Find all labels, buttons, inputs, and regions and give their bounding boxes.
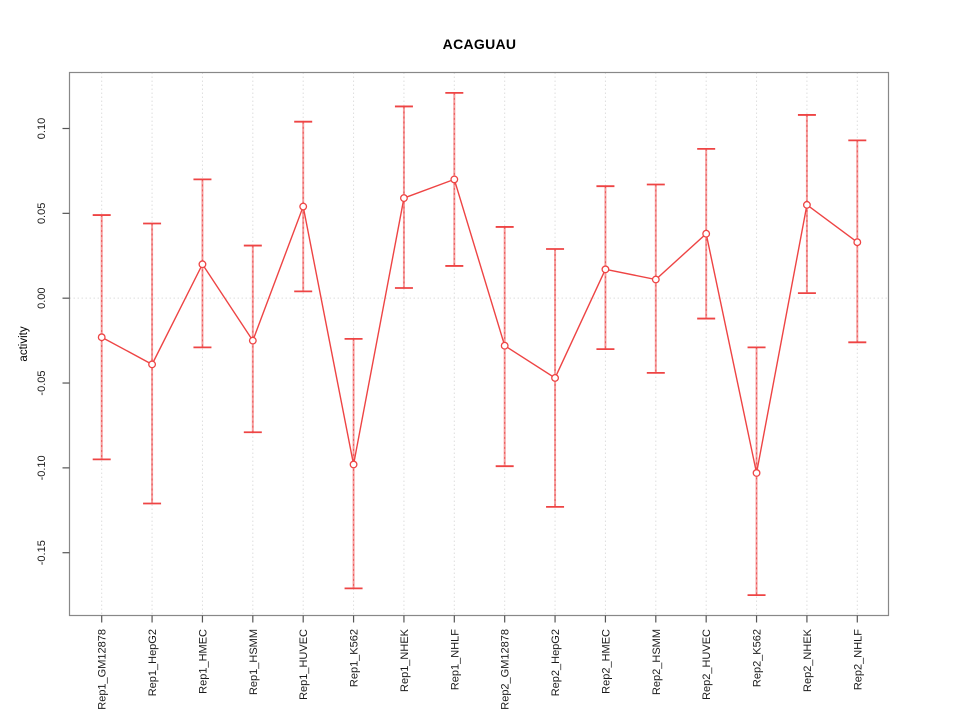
x-tick-label: Rep1_GM12878 <box>97 629 109 710</box>
series-line <box>101 178 858 474</box>
y-tick-label: -0.15 <box>36 540 48 565</box>
x-tick-label: Rep1_HUVEC <box>298 629 310 700</box>
x-tick-label: Rep1_NHEK <box>399 628 411 692</box>
data-point <box>601 265 610 274</box>
data-point <box>551 373 560 382</box>
data-point <box>651 275 660 284</box>
data-point <box>148 360 157 369</box>
x-tick-label: Rep2_HMEC <box>600 629 612 694</box>
data-point <box>97 333 106 342</box>
data-point <box>399 194 408 203</box>
data-point <box>752 469 761 477</box>
x-tick-label: Rep2_HSMM <box>651 629 663 695</box>
data-point <box>198 260 207 269</box>
x-tick-label: Rep1_HMEC <box>197 629 209 694</box>
x-tick-label: Rep2_NHLF <box>852 629 864 690</box>
chart-title: ACAGUAU <box>442 36 517 52</box>
data-point <box>248 336 257 345</box>
y-tick-label: -0.05 <box>36 370 48 395</box>
x-tick-label: Rep2_HUVEC <box>701 629 713 700</box>
data-point <box>450 175 459 184</box>
data-point <box>299 202 308 211</box>
x-tick-label: Rep2_NHEK <box>802 628 814 692</box>
y-tick-label: -0.10 <box>36 455 48 480</box>
x-tick-label: Rep1_HepG2 <box>147 629 159 696</box>
y-tick-label: 0.00 <box>36 287 48 308</box>
y-tick-label: 0.05 <box>36 203 48 224</box>
x-tick-label: Rep2_K562 <box>752 629 764 687</box>
y-tick-label: 0.10 <box>36 118 48 139</box>
data-point <box>349 460 358 469</box>
x-tick-label: Rep2_GM12878 <box>500 629 512 710</box>
data-point <box>802 200 811 209</box>
x-tick-label: Rep1_K562 <box>349 629 361 687</box>
data-point <box>853 238 862 247</box>
plot-border <box>68 71 890 617</box>
data-point <box>500 341 509 350</box>
x-tick-label: Rep2_HepG2 <box>550 629 562 696</box>
data-point <box>702 229 711 238</box>
x-tick-label: Rep1_HSMM <box>248 629 260 695</box>
x-tick-label: Rep1_NHLF <box>449 629 461 690</box>
